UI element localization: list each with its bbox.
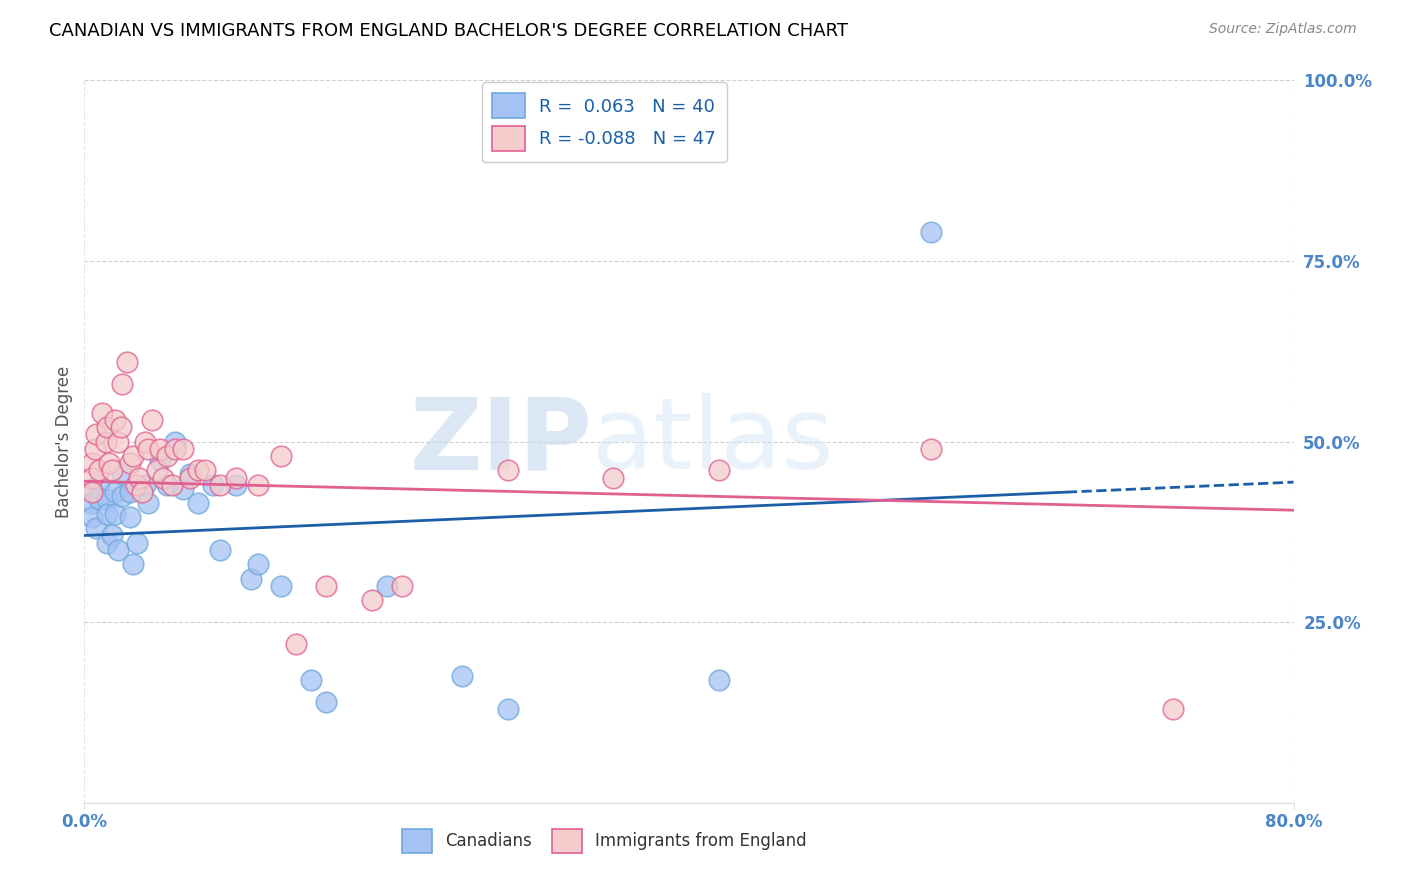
- Point: [225, 470, 247, 484]
- Point: [156, 449, 179, 463]
- Point: [84, 442, 107, 456]
- Point: [89, 492, 111, 507]
- Point: [96, 507, 118, 521]
- Point: [709, 463, 731, 477]
- Point: [149, 452, 172, 467]
- Point: [315, 579, 337, 593]
- Y-axis label: Bachelor's Degree: Bachelor's Degree: [55, 366, 73, 517]
- Point: [496, 463, 519, 477]
- Point: [110, 420, 132, 434]
- Point: [360, 593, 382, 607]
- Point: [134, 478, 156, 492]
- Point: [100, 463, 122, 477]
- Point: [80, 482, 103, 496]
- Point: [315, 695, 337, 709]
- Point: [121, 558, 143, 572]
- Point: [100, 528, 122, 542]
- Point: [80, 510, 103, 524]
- Point: [121, 449, 143, 463]
- Point: [375, 579, 398, 593]
- Point: [194, 463, 217, 477]
- Point: [496, 702, 519, 716]
- Point: [104, 507, 127, 521]
- Point: [104, 485, 127, 500]
- Point: [1161, 702, 1184, 716]
- Point: [127, 535, 149, 549]
- Point: [451, 669, 474, 683]
- Point: [111, 489, 134, 503]
- Point: [107, 542, 129, 557]
- Point: [128, 470, 150, 484]
- Point: [80, 470, 103, 484]
- Point: [187, 496, 209, 510]
- Point: [920, 442, 942, 456]
- Point: [134, 434, 156, 449]
- Point: [118, 510, 141, 524]
- Point: [115, 355, 138, 369]
- Point: [118, 456, 141, 470]
- Point: [111, 376, 134, 391]
- Text: CANADIAN VS IMMIGRANTS FROM ENGLAND BACHELOR'S DEGREE CORRELATION CHART: CANADIAN VS IMMIGRANTS FROM ENGLAND BACH…: [49, 22, 848, 40]
- Point: [209, 542, 232, 557]
- Point: [80, 456, 103, 470]
- Point: [172, 442, 194, 456]
- Point: [285, 637, 308, 651]
- Point: [201, 478, 224, 492]
- Point: [172, 482, 194, 496]
- Text: Source: ZipAtlas.com: Source: ZipAtlas.com: [1209, 22, 1357, 37]
- Point: [239, 572, 262, 586]
- Point: [299, 673, 322, 687]
- Point: [111, 467, 134, 481]
- Point: [80, 496, 103, 510]
- Point: [709, 673, 731, 687]
- Point: [247, 558, 270, 572]
- Point: [89, 478, 111, 492]
- Point: [96, 535, 118, 549]
- Point: [107, 434, 129, 449]
- Point: [225, 478, 247, 492]
- Point: [152, 470, 174, 484]
- Point: [80, 485, 103, 500]
- Point: [97, 456, 120, 470]
- Point: [94, 434, 117, 449]
- Point: [165, 442, 187, 456]
- Point: [179, 467, 201, 481]
- Point: [89, 463, 111, 477]
- Point: [131, 485, 153, 500]
- Point: [136, 496, 159, 510]
- Point: [136, 442, 159, 456]
- Point: [125, 478, 148, 492]
- Point: [118, 485, 141, 500]
- Point: [86, 427, 108, 442]
- Point: [96, 420, 118, 434]
- Point: [160, 478, 183, 492]
- Point: [96, 492, 118, 507]
- Point: [141, 413, 163, 427]
- Point: [91, 406, 114, 420]
- Point: [86, 521, 108, 535]
- Point: [104, 413, 127, 427]
- Text: atlas: atlas: [592, 393, 834, 490]
- Point: [149, 442, 172, 456]
- Point: [602, 470, 624, 484]
- Point: [209, 478, 232, 492]
- Text: ZIP: ZIP: [409, 393, 592, 490]
- Point: [391, 579, 413, 593]
- Legend: Canadians, Immigrants from England: Canadians, Immigrants from England: [395, 822, 814, 860]
- Point: [270, 449, 292, 463]
- Point: [156, 478, 179, 492]
- Point: [920, 225, 942, 239]
- Point: [165, 434, 187, 449]
- Point: [247, 478, 270, 492]
- Point: [187, 463, 209, 477]
- Point: [146, 463, 169, 477]
- Point: [270, 579, 292, 593]
- Point: [179, 470, 201, 484]
